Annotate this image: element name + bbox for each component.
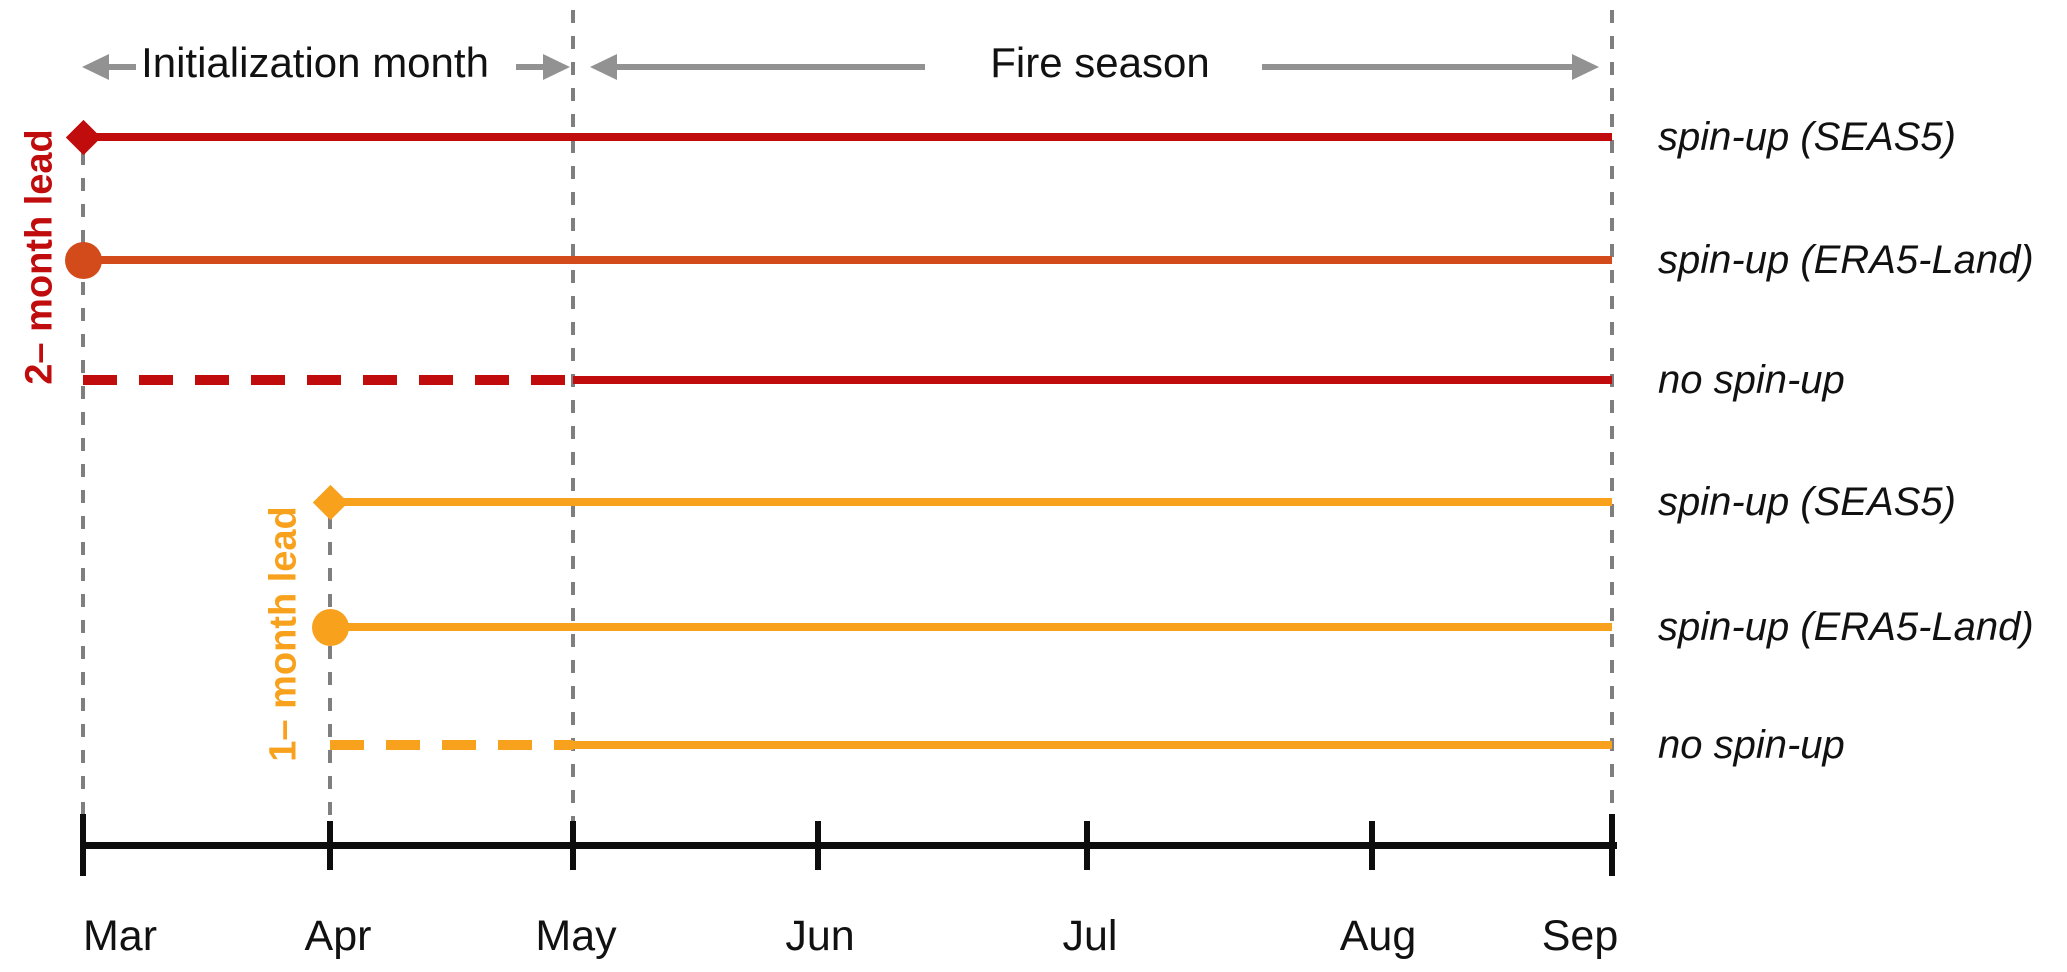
arrow-right-head-icon bbox=[1572, 54, 1599, 80]
timeline-row bbox=[83, 133, 1612, 141]
time-axis bbox=[80, 842, 1617, 849]
row-label: spin-up (ERA5-Land) bbox=[1658, 605, 2034, 649]
timeline-row bbox=[83, 256, 1612, 264]
month-label-aug: Aug bbox=[1339, 912, 1417, 960]
timeline-row bbox=[330, 498, 1612, 506]
axis-tick-sep bbox=[1609, 814, 1615, 876]
row-label: spin-up (ERA5-Land) bbox=[1658, 238, 2034, 282]
month-label-mar: Mar bbox=[82, 912, 158, 960]
timeline-row-dashed-segment bbox=[83, 375, 573, 385]
month-label-may: May bbox=[535, 912, 617, 960]
diamond-marker-icon bbox=[312, 484, 349, 521]
diamond-marker-icon bbox=[65, 119, 102, 156]
row-label: no spin-up bbox=[1658, 723, 1845, 767]
row-label: spin-up (SEAS5) bbox=[1658, 115, 1956, 159]
fire-season-label: Fire season bbox=[990, 39, 1210, 86]
row-label: spin-up (SEAS5) bbox=[1658, 480, 1956, 524]
axis-tick-apr bbox=[327, 821, 333, 870]
gridline-mar bbox=[81, 152, 85, 846]
month-label-jun: Jun bbox=[785, 912, 855, 960]
axis-tick-jul bbox=[1084, 821, 1090, 870]
gridline-sep bbox=[1610, 10, 1614, 846]
initialization-right-arrow-icon bbox=[516, 54, 570, 80]
axis-tick-may bbox=[570, 821, 576, 870]
one-month-lead-label: 1– month lead bbox=[262, 506, 305, 762]
initialization-month-label: Initialization month bbox=[141, 39, 489, 86]
arrow-right-head-icon bbox=[543, 54, 570, 80]
gridline-may bbox=[571, 10, 575, 846]
month-label-jul: Jul bbox=[1062, 912, 1118, 960]
month-label-apr: Apr bbox=[304, 912, 372, 960]
arrow-left-head-icon bbox=[590, 54, 617, 80]
row-label: no spin-up bbox=[1658, 358, 1845, 402]
timeline-row bbox=[573, 376, 1612, 384]
arrow-shaft bbox=[516, 64, 543, 70]
arrow-shaft bbox=[1262, 64, 1572, 70]
month-label-sep: Sep bbox=[1541, 912, 1619, 960]
arrow-left-head-icon bbox=[82, 54, 109, 80]
arrow-shaft bbox=[109, 64, 136, 70]
axis-tick-aug bbox=[1369, 821, 1375, 870]
axis-tick-mar bbox=[80, 814, 86, 876]
timeline-row-dashed-segment bbox=[330, 740, 573, 750]
initialization-left-arrow-icon bbox=[82, 54, 136, 80]
circle-marker-icon bbox=[65, 242, 102, 279]
two-month-lead-label: 2– month lead bbox=[18, 129, 61, 385]
fire-season-left-arrow-icon bbox=[590, 54, 925, 80]
arrow-shaft bbox=[617, 64, 925, 70]
axis-tick-jun bbox=[815, 821, 821, 870]
gridline-apr bbox=[328, 516, 332, 846]
timeline-row bbox=[573, 741, 1612, 749]
timeline-row bbox=[330, 623, 1612, 631]
fire-season-right-arrow-icon bbox=[1262, 54, 1599, 80]
circle-marker-icon bbox=[312, 609, 349, 646]
